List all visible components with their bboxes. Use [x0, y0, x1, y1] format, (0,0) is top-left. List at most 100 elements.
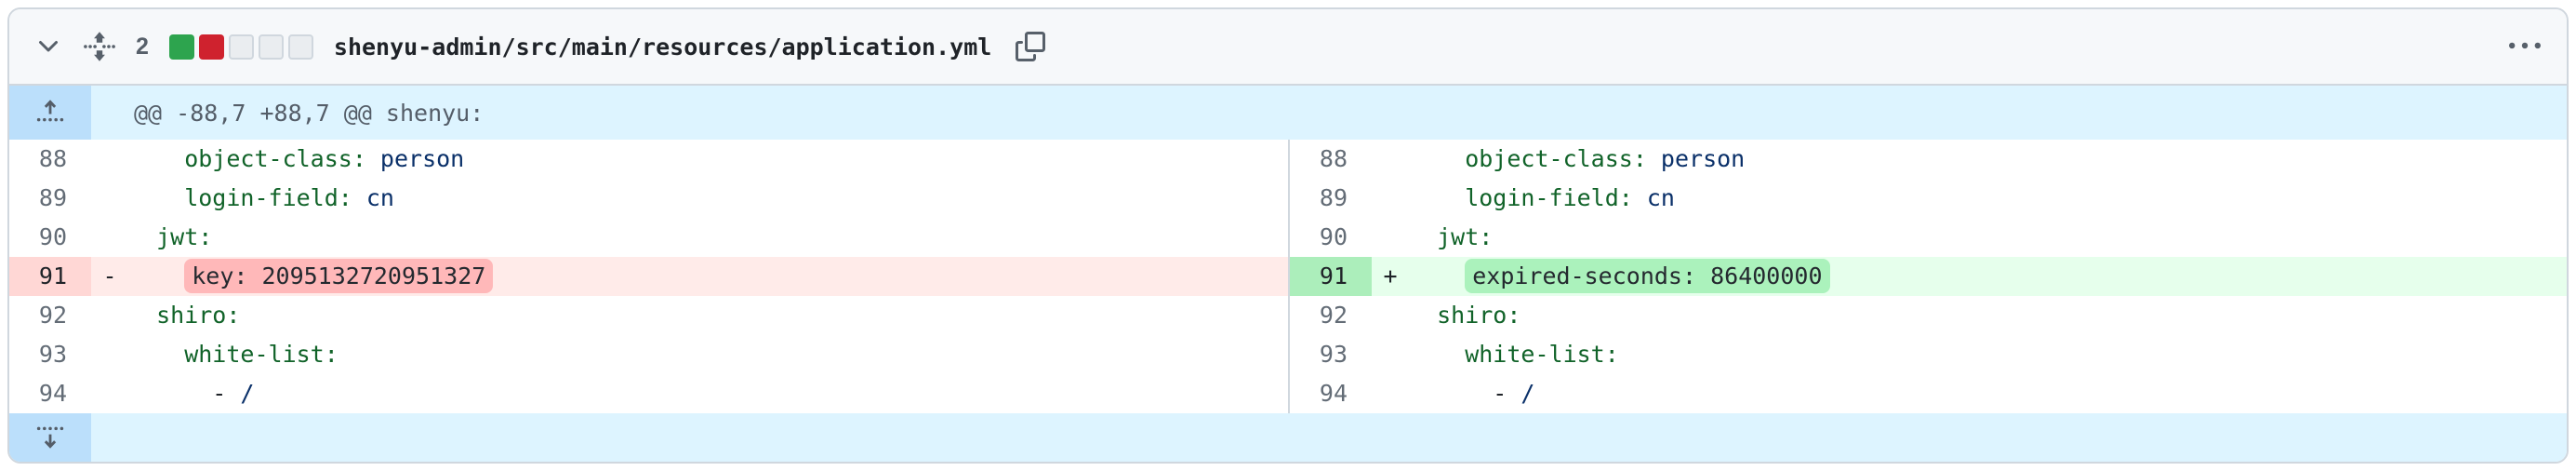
- code-line: object-class: person: [128, 140, 1288, 179]
- drag-handle[interactable]: [84, 31, 115, 62]
- code-line: login-field: cn: [1409, 179, 2567, 218]
- code-line: jwt:: [128, 218, 1288, 257]
- code-line: shiro:: [1409, 296, 2567, 335]
- diffstat-neutral-square: [287, 34, 313, 60]
- diff-row: 90 jwt:: [9, 218, 1288, 257]
- copy-path-button[interactable]: [1016, 32, 1046, 61]
- code-line: white-list:: [1409, 335, 2567, 374]
- code-line: login-field: cn: [128, 179, 1288, 218]
- line-number[interactable]: 91: [1290, 257, 1372, 296]
- diff-marker: -: [102, 262, 117, 289]
- file-path[interactable]: shenyu-admin/src/main/resources/applicat…: [333, 33, 992, 61]
- code-segment: white-list:: [1409, 341, 1619, 368]
- diff-file-card: 2 shenyu-admin/src/main/resources/applic…: [7, 7, 2569, 464]
- code-segment: cn: [1632, 184, 1675, 211]
- line-number[interactable]: 88: [1319, 145, 1348, 172]
- line-number[interactable]: 93: [38, 341, 67, 368]
- file-header: 2 shenyu-admin/src/main/resources/applic…: [9, 9, 2567, 86]
- diff-marker: [91, 296, 128, 335]
- code-segment: cn: [352, 184, 394, 211]
- code-segment: jwt:: [128, 223, 213, 250]
- diff-marker: [1372, 140, 1409, 179]
- diffstat-addition-square: [168, 34, 194, 60]
- diff-pane-new: 88 object-class: person 89 login-field: …: [1288, 140, 2567, 413]
- diff-marker: [91, 335, 128, 374]
- code-segment: [128, 262, 184, 289]
- chevron-down-icon: [33, 32, 63, 61]
- line-number[interactable]: 94: [38, 380, 67, 407]
- code-line: - /: [1409, 374, 2567, 413]
- diff-marker: [1372, 335, 1409, 374]
- code-line: - /: [128, 374, 1288, 413]
- code-segment: person: [1646, 145, 1746, 172]
- code-segment: jwt:: [1409, 223, 1494, 250]
- kebab-horizontal-icon: [2509, 31, 2541, 62]
- file-options-button[interactable]: [2509, 31, 2541, 62]
- diff-marker: [1372, 296, 1409, 335]
- line-number[interactable]: 88: [38, 145, 67, 172]
- code-segment: object-class:: [128, 145, 366, 172]
- code-line: white-list:: [128, 335, 1288, 374]
- diff-row: 92 shiro:: [9, 296, 1288, 335]
- expand-row-fill: [91, 413, 2567, 462]
- diffstat-deletion-square: [198, 34, 224, 60]
- diff-marker: [1372, 218, 1409, 257]
- line-number[interactable]: 94: [1319, 380, 1348, 407]
- diff-pane-old: 88 object-class: person 89 login-field: …: [9, 140, 1288, 413]
- copy-icon: [1016, 32, 1046, 61]
- diffstat-neutral-square: [228, 34, 254, 60]
- diff-row: 91 - key: 2095132720951327: [9, 257, 1288, 296]
- code-line: object-class: person: [1409, 140, 2567, 179]
- code-segment: shiro:: [1409, 302, 1521, 329]
- code-segment: key: 2095132720951327: [184, 259, 494, 293]
- expand-down-row: [9, 413, 2567, 462]
- expand-up-button[interactable]: [9, 86, 91, 140]
- code-segment: person: [365, 145, 465, 172]
- diff-row: 88 object-class: person: [1290, 140, 2567, 179]
- code-segment: object-class:: [1409, 145, 1647, 172]
- line-number[interactable]: 93: [1319, 341, 1348, 368]
- code-segment: /: [1520, 380, 1535, 407]
- expand-down-button[interactable]: [9, 413, 91, 462]
- diff-row: 91 + expired-seconds: 86400000: [1290, 257, 2567, 296]
- line-number[interactable]: 91: [9, 257, 91, 296]
- code-segment: -: [128, 380, 241, 407]
- diff-row: 94 - /: [1290, 374, 2567, 413]
- diff-marker: [1372, 374, 1409, 413]
- drag-vertical-icon: [84, 31, 115, 62]
- diffstat: [168, 34, 313, 60]
- diffstat-neutral-square: [258, 34, 284, 60]
- code-segment: login-field:: [128, 184, 352, 211]
- diff-row: 89 login-field: cn: [9, 179, 1288, 218]
- line-number[interactable]: 90: [1319, 223, 1348, 250]
- code-line: shiro:: [128, 296, 1288, 335]
- diff-row: 90 jwt:: [1290, 218, 2567, 257]
- expand-up-icon: [36, 98, 64, 128]
- diff-row: 88 object-class: person: [9, 140, 1288, 179]
- split-diff: 88 object-class: person 89 login-field: …: [9, 140, 2567, 413]
- code-segment: shiro:: [128, 302, 241, 329]
- line-number[interactable]: 92: [1319, 302, 1348, 329]
- line-number[interactable]: 89: [38, 184, 67, 211]
- diff-row: 93 white-list:: [1290, 335, 2567, 374]
- code-segment: login-field:: [1409, 184, 1633, 211]
- code-line: key: 2095132720951327: [128, 257, 1288, 296]
- diff-row: 92 shiro:: [1290, 296, 2567, 335]
- diff-marker: +: [1383, 262, 1398, 289]
- code-line: expired-seconds: 86400000: [1409, 257, 2567, 296]
- code-line: jwt:: [1409, 218, 2567, 257]
- code-segment: /: [240, 380, 255, 407]
- diff-marker: [91, 218, 128, 257]
- collapse-file-button[interactable]: [33, 32, 63, 61]
- line-number[interactable]: 89: [1319, 184, 1348, 211]
- hunk-header-text: @@ -88,7 +88,7 @@ shenyu:: [134, 99, 485, 127]
- code-segment: expired-seconds: 86400000: [1465, 259, 1830, 293]
- diff-row: 93 white-list:: [9, 335, 1288, 374]
- line-number[interactable]: 90: [38, 223, 67, 250]
- line-number[interactable]: 92: [38, 302, 67, 329]
- diff-marker: [91, 179, 128, 218]
- hunk-header-row: @@ -88,7 +88,7 @@ shenyu:: [9, 86, 2567, 140]
- diff-marker: [91, 374, 128, 413]
- diff-row: 94 - /: [9, 374, 1288, 413]
- expand-down-icon: [36, 423, 64, 453]
